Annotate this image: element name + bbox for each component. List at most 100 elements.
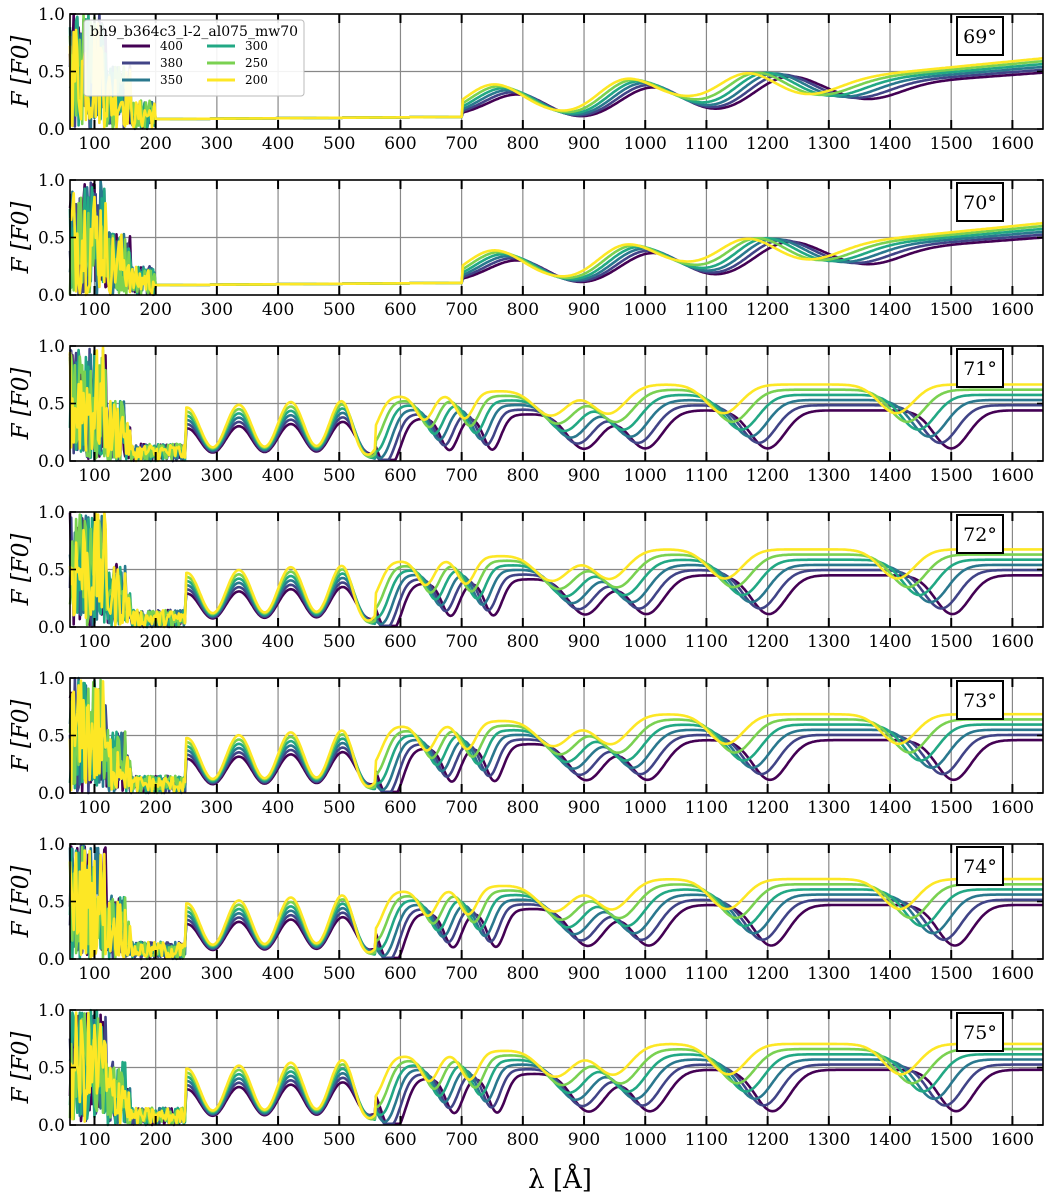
x-tick-label: 700 — [445, 134, 477, 154]
x-tick-label: 600 — [384, 798, 416, 818]
x-tick-label: 300 — [201, 798, 233, 818]
angle-label: 71° — [963, 358, 997, 380]
y-tick-label: 1.0 — [38, 1001, 65, 1021]
y-tick-label: 1.0 — [38, 835, 65, 855]
x-tick-label: 1500 — [930, 300, 973, 320]
x-tick-label: 800 — [507, 1130, 539, 1150]
y-axis-label: F [F0] — [8, 1032, 34, 1105]
x-tick-label: 400 — [262, 1130, 294, 1150]
x-tick-label: 700 — [445, 300, 477, 320]
x-tick-label: 400 — [262, 632, 294, 652]
y-tick-label: 0.5 — [38, 1059, 65, 1079]
y-tick-label: 0.5 — [38, 561, 65, 581]
angle-label: 69° — [963, 26, 997, 48]
x-tick-label: 1200 — [746, 964, 789, 984]
x-tick-label: 1500 — [930, 134, 973, 154]
x-tick-label: 600 — [384, 300, 416, 320]
x-tick-label: 600 — [384, 964, 416, 984]
panel-2: 100 200 300 400 500 600 700 800 900 1000 1100 1200 1… — [8, 171, 1044, 320]
x-tick-label: 1200 — [746, 632, 789, 652]
x-tick-label: 100 — [78, 1130, 110, 1150]
series-line-200 — [68, 346, 1044, 463]
x-tick-label: 100 — [78, 798, 110, 818]
y-tick-label: 0.5 — [38, 395, 65, 415]
x-tick-label: 500 — [323, 466, 355, 486]
panel-6: 100 200 300 400 500 600 700 800 900 1000 1100 1200 1… — [8, 835, 1044, 984]
x-tick-label: 200 — [139, 134, 171, 154]
legend-entry-label: 400 — [160, 39, 183, 53]
series-line-250 — [68, 845, 1044, 961]
angle-label-box — [956, 680, 1004, 720]
x-tick-label: 1100 — [685, 300, 728, 320]
angle-label-box — [956, 1012, 1004, 1052]
x-tick-label: 500 — [323, 798, 355, 818]
angle-label-box — [956, 846, 1004, 886]
x-tick-label: 1000 — [624, 1130, 667, 1150]
angle-label-box — [956, 514, 1004, 554]
x-tick-label: 1100 — [685, 1130, 728, 1150]
x-tick-label: 900 — [568, 798, 600, 818]
y-tick-label: 1.0 — [38, 669, 65, 689]
x-tick-label: 800 — [507, 632, 539, 652]
angle-label-box — [956, 348, 1004, 388]
x-tick-label: 1300 — [807, 1130, 850, 1150]
y-tick-label: 0.5 — [38, 893, 65, 913]
x-tick-label: 1400 — [868, 1130, 911, 1150]
x-tick-label: 1100 — [685, 964, 728, 984]
x-tick-label: 500 — [323, 300, 355, 320]
legend-box — [83, 19, 305, 97]
panel-7: 100 200 300 400 500 600 700 800 900 1000 1100 1200 1… — [8, 1001, 1044, 1150]
y-tick-label: 0.0 — [38, 452, 65, 472]
y-tick-label: 1.0 — [38, 5, 65, 25]
x-tick-label: 700 — [445, 1130, 477, 1150]
y-tick-label: 0.0 — [38, 618, 65, 638]
x-tick-label: 200 — [139, 798, 171, 818]
x-tick-label: 900 — [568, 300, 600, 320]
x-tick-label: 1300 — [807, 300, 850, 320]
x-tick-label: 1400 — [868, 798, 911, 818]
angle-label: 74° — [963, 856, 997, 878]
series-line-250 — [68, 196, 1044, 296]
x-tick-label: 1200 — [746, 466, 789, 486]
angle-label: 73° — [963, 690, 997, 712]
x-tick-label: 100 — [78, 134, 110, 154]
x-tick-label: 400 — [262, 300, 294, 320]
x-tick-label: 400 — [262, 134, 294, 154]
x-tick-label: 1500 — [930, 1130, 973, 1150]
series-line-380 — [68, 843, 1044, 961]
x-tick-label: 700 — [445, 466, 477, 486]
x-tick-label: 500 — [323, 1130, 355, 1150]
x-tick-label: 1600 — [991, 300, 1034, 320]
x-tick-label: 1600 — [991, 964, 1034, 984]
x-tick-label: 1000 — [624, 964, 667, 984]
x-tick-label: 800 — [507, 466, 539, 486]
angle-label: 72° — [963, 524, 997, 546]
x-tick-label: 1400 — [868, 964, 911, 984]
y-axis-label: F [F0] — [8, 534, 34, 607]
series-line-200 — [68, 191, 1044, 297]
x-tick-label: 1600 — [991, 134, 1034, 154]
legend-entry-label: 250 — [245, 56, 268, 70]
panel-3: 100 200 300 400 500 600 700 800 900 1000 1100 1200 1… — [8, 337, 1044, 486]
y-tick-label: 0.5 — [38, 63, 65, 83]
y-tick-label: 0.5 — [38, 727, 65, 747]
angle-label: 75° — [963, 1022, 997, 1044]
x-tick-label: 100 — [78, 466, 110, 486]
x-tick-label: 1100 — [685, 466, 728, 486]
x-tick-label: 1100 — [685, 134, 728, 154]
x-tick-label: 900 — [568, 466, 600, 486]
y-axis-label: F [F0] — [8, 36, 34, 109]
x-tick-label: 300 — [201, 1130, 233, 1150]
x-tick-label: 1300 — [807, 964, 850, 984]
x-tick-label: 900 — [568, 632, 600, 652]
x-tick-label: 800 — [507, 134, 539, 154]
x-tick-label: 1600 — [991, 1130, 1034, 1150]
x-tick-label: 1300 — [807, 632, 850, 652]
y-tick-label: 1.0 — [38, 171, 65, 191]
panel-4: 100 200 300 400 500 600 700 800 900 1000 1100 1200 1… — [8, 503, 1044, 652]
series-line-200 — [68, 679, 1044, 794]
series-line-200 — [68, 1011, 1044, 1126]
x-tick-label: 1300 — [807, 466, 850, 486]
